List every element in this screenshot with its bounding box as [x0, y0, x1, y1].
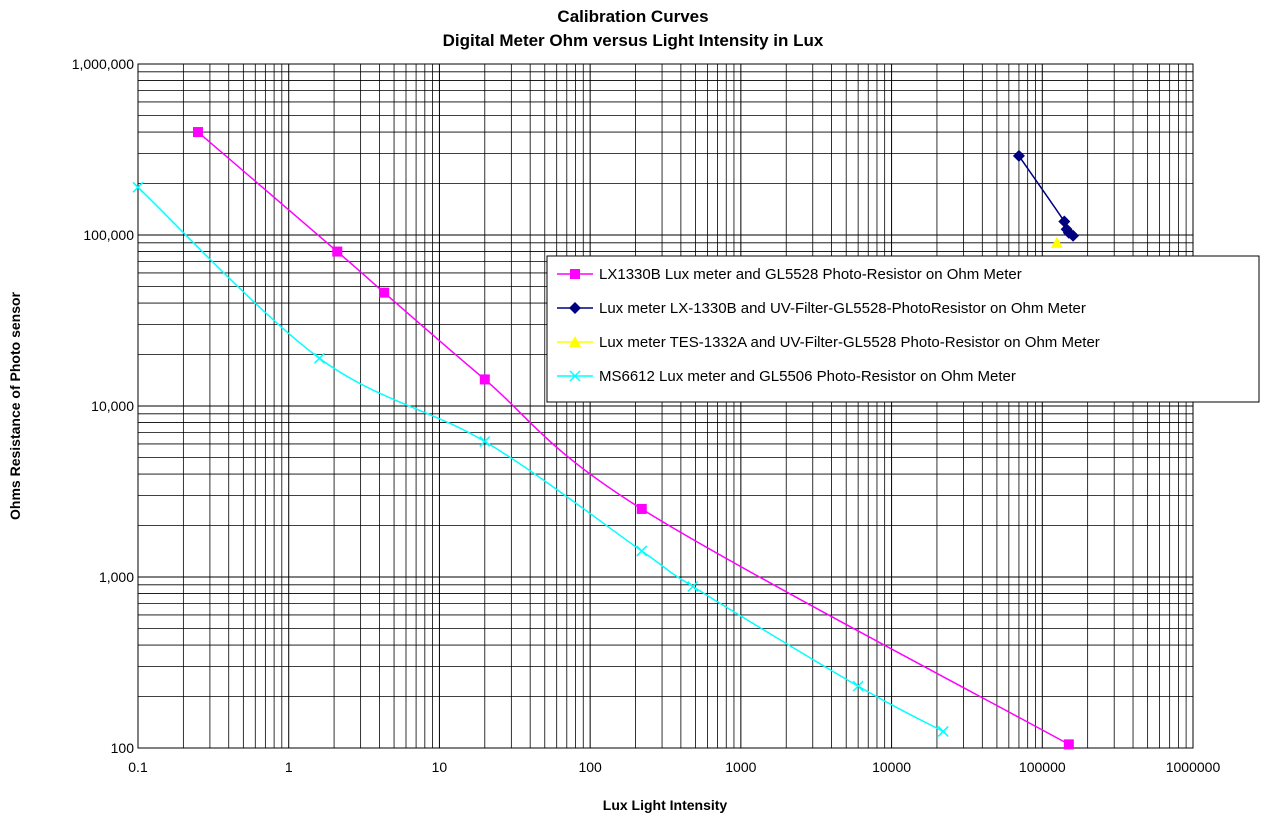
series-4: [132, 181, 949, 737]
data-point-square: [1063, 739, 1074, 750]
data-point-diamond: [1067, 229, 1080, 242]
legend-item: Lux meter LX-1330B and UV-Filter-GL5528-…: [557, 300, 1086, 317]
data-point-x: [569, 370, 581, 382]
data-point-square: [479, 374, 490, 385]
grid: [137, 64, 1193, 749]
tick-labels: 0.1 1 10 100 1000 10000 100000 1000000 100 1,000 1…: [72, 56, 1221, 775]
legend: LX1330B Lux meter and GL5528 Photo-Resis…: [546, 255, 1260, 403]
series-line: [137, 186, 944, 733]
data-point-x: [313, 352, 326, 364]
data-point-square: [332, 246, 343, 257]
data-point-square: [636, 503, 647, 514]
legend-label: MS6612 Lux meter and GL5506 Photo-Resist…: [599, 368, 1016, 385]
x-tick-label: 1: [285, 759, 293, 775]
x-tick-label: 10: [432, 759, 448, 775]
legend-box: [546, 255, 1260, 403]
data-point-diamond: [1012, 149, 1025, 162]
y-axis-title: Ohms Resistance of Photo sensor: [7, 291, 23, 519]
series-1: [192, 127, 1074, 750]
legend-item: MS6612 Lux meter and GL5506 Photo-Resist…: [557, 368, 1016, 385]
x-axis-title: Lux Light Intensity: [603, 797, 728, 813]
data-point-diamond: [569, 302, 581, 314]
data-point-x: [852, 680, 864, 692]
data-point-square: [570, 269, 580, 279]
y-tick-label: 100,000: [83, 227, 134, 243]
x-tick-label: 100: [578, 759, 602, 775]
y-tick-label: 1,000,000: [72, 56, 134, 72]
x-tick-label: 10000: [872, 759, 911, 775]
data-point-triangle: [1050, 236, 1063, 248]
chart-title: Calibration Curves: [557, 7, 708, 26]
x-tick-label: 0.1: [128, 759, 148, 775]
legend-item: LX1330B Lux meter and GL5528 Photo-Resis…: [557, 266, 1022, 283]
x-tick-label: 1000: [725, 759, 756, 775]
legend-label: Lux meter TES-1332A and UV-Filter-GL5528…: [599, 334, 1100, 351]
data-point-x: [479, 435, 491, 448]
chart-subtitle: Digital Meter Ohm versus Light Intensity…: [443, 31, 824, 50]
plot-area-frame: [137, 63, 1194, 749]
y-tick-label: 1,000: [99, 569, 134, 585]
x-tick-label: 100000: [1019, 759, 1066, 775]
series-group: [132, 127, 1080, 750]
series-2: [1012, 149, 1080, 242]
data-point-square: [379, 287, 390, 298]
y-tick-label: 100: [111, 740, 135, 756]
legend-item: Lux meter TES-1332A and UV-Filter-GL5528…: [557, 334, 1100, 351]
data-point-x: [636, 545, 648, 557]
data-point-x: [937, 725, 949, 737]
data-point-x: [132, 181, 144, 193]
legend-label: LX1330B Lux meter and GL5528 Photo-Resis…: [599, 266, 1022, 283]
data-point-square: [192, 127, 203, 138]
x-tick-label: 1000000: [1166, 759, 1221, 775]
series-line: [197, 131, 1070, 746]
series-3: [1050, 236, 1063, 248]
data-point-x: [687, 580, 699, 593]
data-point-triangle: [569, 336, 581, 347]
y-tick-label: 10,000: [91, 398, 134, 414]
legend-label: Lux meter LX-1330B and UV-Filter-GL5528-…: [599, 300, 1086, 317]
